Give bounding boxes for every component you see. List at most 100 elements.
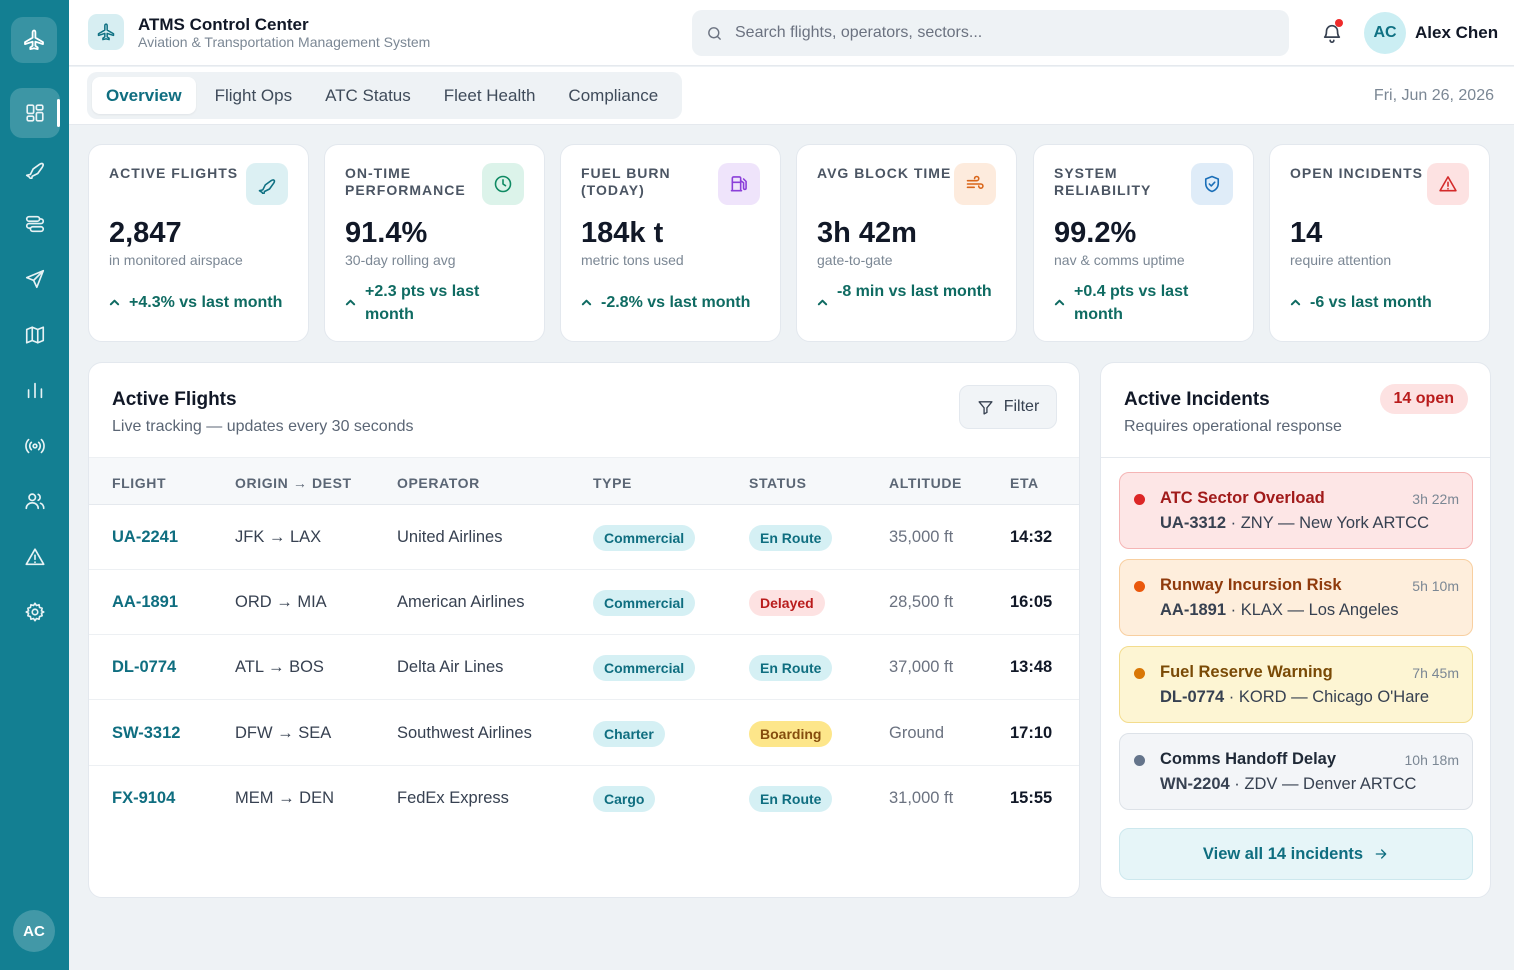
kpi-trend: -6 vs last month [1290, 291, 1475, 314]
kpi-card-fuel-burn-today: Fuel Burn (Today) 184k t metric tons used -… [560, 144, 781, 342]
severity-dot [1134, 668, 1145, 679]
kpi-trend: +0.4 pts vs last month [1054, 280, 1239, 326]
incident-detail: WN-2204 · ZDV — Denver ARTCC [1160, 775, 1416, 794]
incident-card[interactable]: ATC Sector Overload 3h 22m UA-3312 · ZNY —… [1119, 472, 1473, 549]
flight-number-link[interactable]: FX-9104 [112, 788, 176, 807]
incident-card[interactable]: Runway Incursion Risk 5h 10m AA-1891 · KLA… [1119, 559, 1473, 636]
incident-time: 7h 45m [1412, 665, 1459, 681]
sidebar-item-users[interactable] [0, 474, 69, 530]
sidebar-item-bar-chart[interactable] [0, 363, 69, 419]
route: MEM → DEN [235, 788, 334, 807]
route: ATL → BOS [235, 658, 324, 677]
kpi-card-active-flights: Active Flights 2,847 in monitored airspace… [88, 144, 309, 342]
table-row[interactable]: UA-2241 JFK → LAX United Airlines Commercia… [89, 505, 1079, 570]
flight-number-link[interactable]: UA-2241 [112, 528, 179, 546]
flight-number-link[interactable]: DL-0774 [112, 658, 177, 677]
incident-flight: DL-0774 [1160, 688, 1225, 706]
table-row[interactable]: FX-9104 MEM → DEN FedEx Express Cargo En Rou… [89, 766, 1079, 831]
incident-location: · ZNY — New York ARTCC [1226, 514, 1429, 532]
column-header[interactable]: TYPE [593, 475, 632, 491]
kpi-trend-text: -6 vs last month [1310, 294, 1432, 311]
map-icon [10, 310, 60, 360]
alert-triangle-icon [10, 532, 60, 582]
sidebar-avatar[interactable]: AC [13, 910, 55, 952]
dashboard-grid-icon [9, 87, 60, 138]
incident-time: 3h 22m [1412, 491, 1459, 507]
tab-bar: Overview Flight Ops ATC Status Fleet Health… [69, 67, 1514, 125]
shield-check-icon [1191, 163, 1233, 205]
top-header: ATMS Control Center Aviation & Transport… [69, 0, 1514, 66]
chevron-up-icon [1290, 291, 1310, 314]
severity-dot [1134, 494, 1145, 505]
kpi-trend-text: -8 min vs last month [837, 283, 992, 300]
altitude: Ground [889, 723, 945, 742]
arrow-right-icon [1375, 849, 1387, 859]
incident-detail: DL-0774 · KORD — Chicago O'Hare [1160, 688, 1429, 707]
user-avatar[interactable]: AC [1364, 12, 1406, 54]
operator: American Airlines [397, 593, 525, 612]
column-header[interactable]: ORIGIN → DEST [235, 475, 352, 491]
tab-compliance[interactable]: Compliance [568, 85, 659, 105]
kpi-card-on-time-performance: On-Time Performance 91.4% 30-day rolling a… [324, 144, 545, 342]
column-header[interactable]: OPERATOR [397, 475, 480, 491]
kpi-label: System Reliability [1054, 165, 1152, 198]
table-row[interactable]: SW-3312 DFW → SEA Southwest Airlines Charte… [89, 701, 1079, 766]
incident-title: Runway Incursion Risk [1160, 576, 1342, 594]
flight-number-link[interactable]: AA-1891 [112, 593, 179, 612]
sidebar-item-plane-departure[interactable] [0, 141, 69, 197]
incident-flight: UA-3312 [1160, 514, 1227, 532]
kpi-subtext: nav & comms uptime [1054, 252, 1185, 268]
plane-departure-icon [10, 143, 60, 193]
kpi-subtext: in monitored airspace [109, 252, 243, 268]
kpi-trend-text: +0.4 pts vs last month [1074, 283, 1189, 323]
filter-label: Filter [1003, 398, 1040, 415]
column-header[interactable]: FLIGHT [112, 475, 167, 491]
view-all-incidents-button[interactable]: View all 14 incidents [1119, 828, 1473, 880]
notification-bell-icon[interactable] [1319, 19, 1345, 46]
plane-icon [246, 163, 288, 205]
bar-chart-icon [10, 365, 60, 415]
user-name[interactable]: Alex Chen [1415, 23, 1499, 42]
table-row[interactable]: DL-0774 ATL → BOS Delta Air Lines Commercia… [89, 635, 1079, 701]
send-navigation-icon [10, 254, 60, 304]
kpi-trend: -8 min vs last month [817, 280, 1002, 314]
sidebar-item-route[interactable] [0, 196, 69, 252]
altitude: 35,000 ft [889, 528, 954, 546]
search-input[interactable] [735, 24, 1275, 42]
users-icon [10, 476, 60, 526]
search-bar[interactable] [692, 10, 1289, 56]
sidebar-item-map[interactable] [0, 307, 69, 363]
tab-flight-ops[interactable]: Flight Ops [214, 85, 293, 105]
flights-table-header: FLIGHT ORIGIN → DEST OPERATOR TYPE STATUS ALT… [89, 457, 1079, 505]
flight-number-link[interactable]: SW-3312 [112, 723, 181, 742]
kpi-subtext: require attention [1290, 252, 1392, 268]
logo-airplane-icon[interactable] [11, 17, 57, 63]
sidebar-item-radio-signal[interactable] [0, 418, 69, 474]
chevron-up-icon [345, 291, 365, 314]
incident-card[interactable]: Fuel Reserve Warning 7h 45m DL-0774 · KORD… [1119, 646, 1473, 723]
kpi-trend: +2.3 pts vs last month [345, 280, 530, 326]
kpi-trend-text: +2.3 pts vs last month [365, 283, 480, 323]
sidebar-item-alert-triangle[interactable] [0, 529, 69, 585]
eta: 17:10 [1010, 723, 1053, 742]
column-header[interactable]: ETA [1010, 475, 1039, 491]
table-row[interactable]: AA-1891 ORD → MIA American Airlines Commerc… [89, 570, 1079, 636]
sidebar-item-send-navigation[interactable] [0, 252, 69, 308]
kpi-label: Open Incidents [1290, 165, 1424, 181]
tab-fleet-health[interactable]: Fleet Health [443, 85, 536, 105]
incident-location: · ZDV — Denver ARTCC [1229, 775, 1417, 793]
eta: 14:32 [1010, 528, 1053, 546]
column-header[interactable]: ALTITUDE [889, 475, 962, 491]
tab-overview[interactable]: Overview [92, 77, 196, 114]
filter-button[interactable]: Filter [959, 385, 1057, 429]
incident-detail: UA-3312 · ZNY — New York ARTCC [1160, 514, 1429, 533]
incident-card[interactable]: Comms Handoff Delay 10h 18m WN-2204 · ZDV … [1119, 733, 1473, 810]
sidebar-item-settings-gear[interactable] [0, 585, 69, 641]
sidebar-item-dashboard-grid[interactable] [0, 85, 69, 141]
kpi-value: 2,847 [109, 217, 182, 249]
type-badge: Commercial [593, 590, 696, 617]
column-header[interactable]: STATUS [749, 475, 807, 491]
incidents-subtitle: Requires operational response [1124, 418, 1342, 435]
kpi-trend: -2.8% vs last month [581, 291, 766, 314]
tab-atc-status[interactable]: ATC Status [325, 85, 411, 105]
